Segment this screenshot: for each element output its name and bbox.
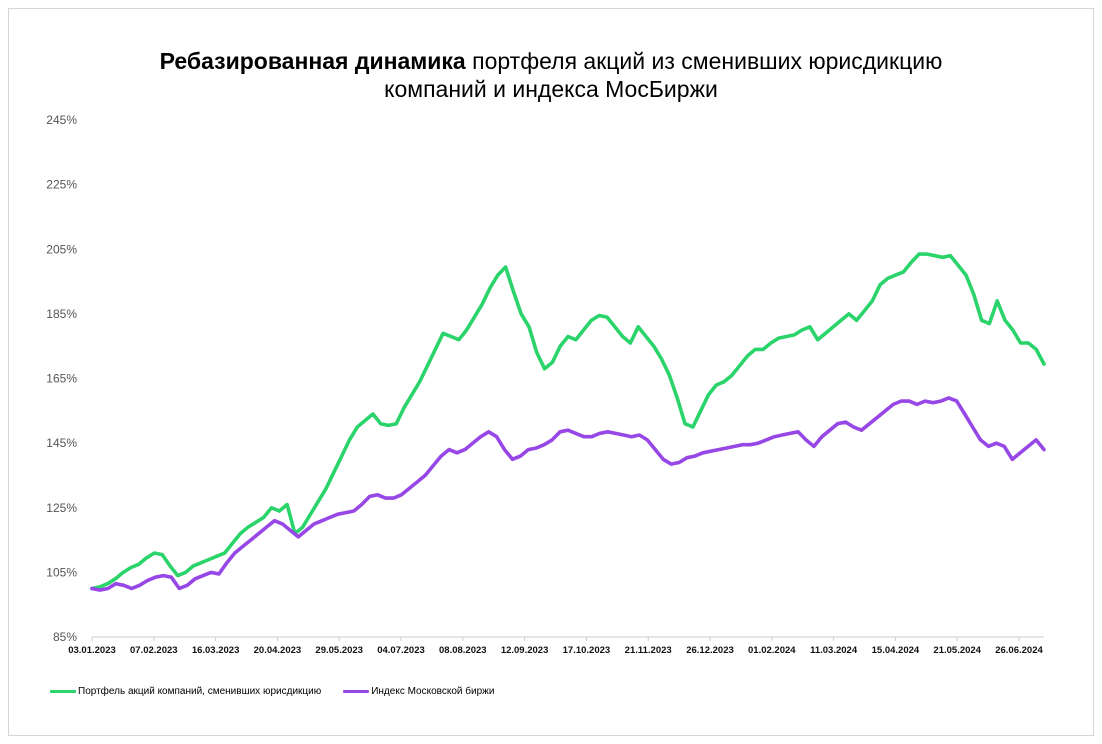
legend-item-index: Индекс Московской биржи xyxy=(343,686,494,697)
x-tick-label: 01.02.2024 xyxy=(748,645,796,656)
x-tick-label: 03.01.2023 xyxy=(68,645,116,656)
series-line-portfolio xyxy=(90,252,1046,591)
legend-label-portfolio: Портфель акций компаний, сменивших юрисд… xyxy=(78,686,322,697)
legend: Портфель акций компаний, сменивших юрисд… xyxy=(50,686,516,697)
chart-frame xyxy=(8,8,1094,736)
y-tick-label: 85% xyxy=(53,630,77,644)
y-tick-label: 225% xyxy=(46,178,77,192)
x-axis: 03.01.2023 07.02.2023 16.03.2023 20.04.2023… xyxy=(68,636,1044,656)
x-tick-label: 21.05.2024 xyxy=(933,645,981,656)
series-line-index xyxy=(90,396,1046,592)
x-tick-label: 12.09.2023 xyxy=(501,645,549,656)
y-tick-label: 165% xyxy=(46,372,77,386)
y-tick-label: 145% xyxy=(46,436,77,450)
x-tick-label: 21.11.2023 xyxy=(625,645,672,656)
x-tick-label: 15.04.2024 xyxy=(872,645,920,656)
chart-title-bold: Ребазированная динамика xyxy=(159,48,466,74)
legend-label-index: Индекс Московской биржи xyxy=(371,686,495,697)
y-tick-label: 245% xyxy=(46,113,77,127)
x-tick-label: 29.05.2023 xyxy=(315,645,363,656)
series-group xyxy=(90,252,1046,592)
x-tick-label: 11.03.2024 xyxy=(810,645,858,656)
y-tick-label: 185% xyxy=(46,307,77,321)
y-axis: 85% 105% 125% 145% 165% 185% 205% 225% 245% xyxy=(46,113,77,644)
legend-swatch-portfolio xyxy=(50,690,76,693)
x-tick-label: 08.08.2023 xyxy=(439,645,487,656)
x-tick-label: 26.12.2023 xyxy=(686,645,734,656)
chart-title: Ребазированная динамика портфеля акций и… xyxy=(0,47,1102,103)
legend-item-portfolio: Портфель акций компаний, сменивших юрисд… xyxy=(50,686,321,697)
y-tick-label: 105% xyxy=(46,565,77,579)
x-tick-label: 04.07.2023 xyxy=(377,645,425,656)
legend-swatch-index xyxy=(343,690,370,693)
x-tick-label: 26.06.2024 xyxy=(995,645,1043,656)
chart-title-line2: компаний и индекса МосБиржи xyxy=(384,76,718,102)
x-tick-label: 16.03.2023 xyxy=(192,645,240,656)
y-tick-label: 205% xyxy=(46,242,77,256)
x-tick-label: 17.10.2023 xyxy=(563,645,611,656)
x-tick-label: 20.04.2023 xyxy=(254,645,302,656)
chart-title-rest: портфеля акций из сменивших юрисдикцию xyxy=(465,48,943,74)
y-tick-label: 125% xyxy=(46,501,77,515)
x-tick-label: 07.02.2023 xyxy=(130,645,178,656)
